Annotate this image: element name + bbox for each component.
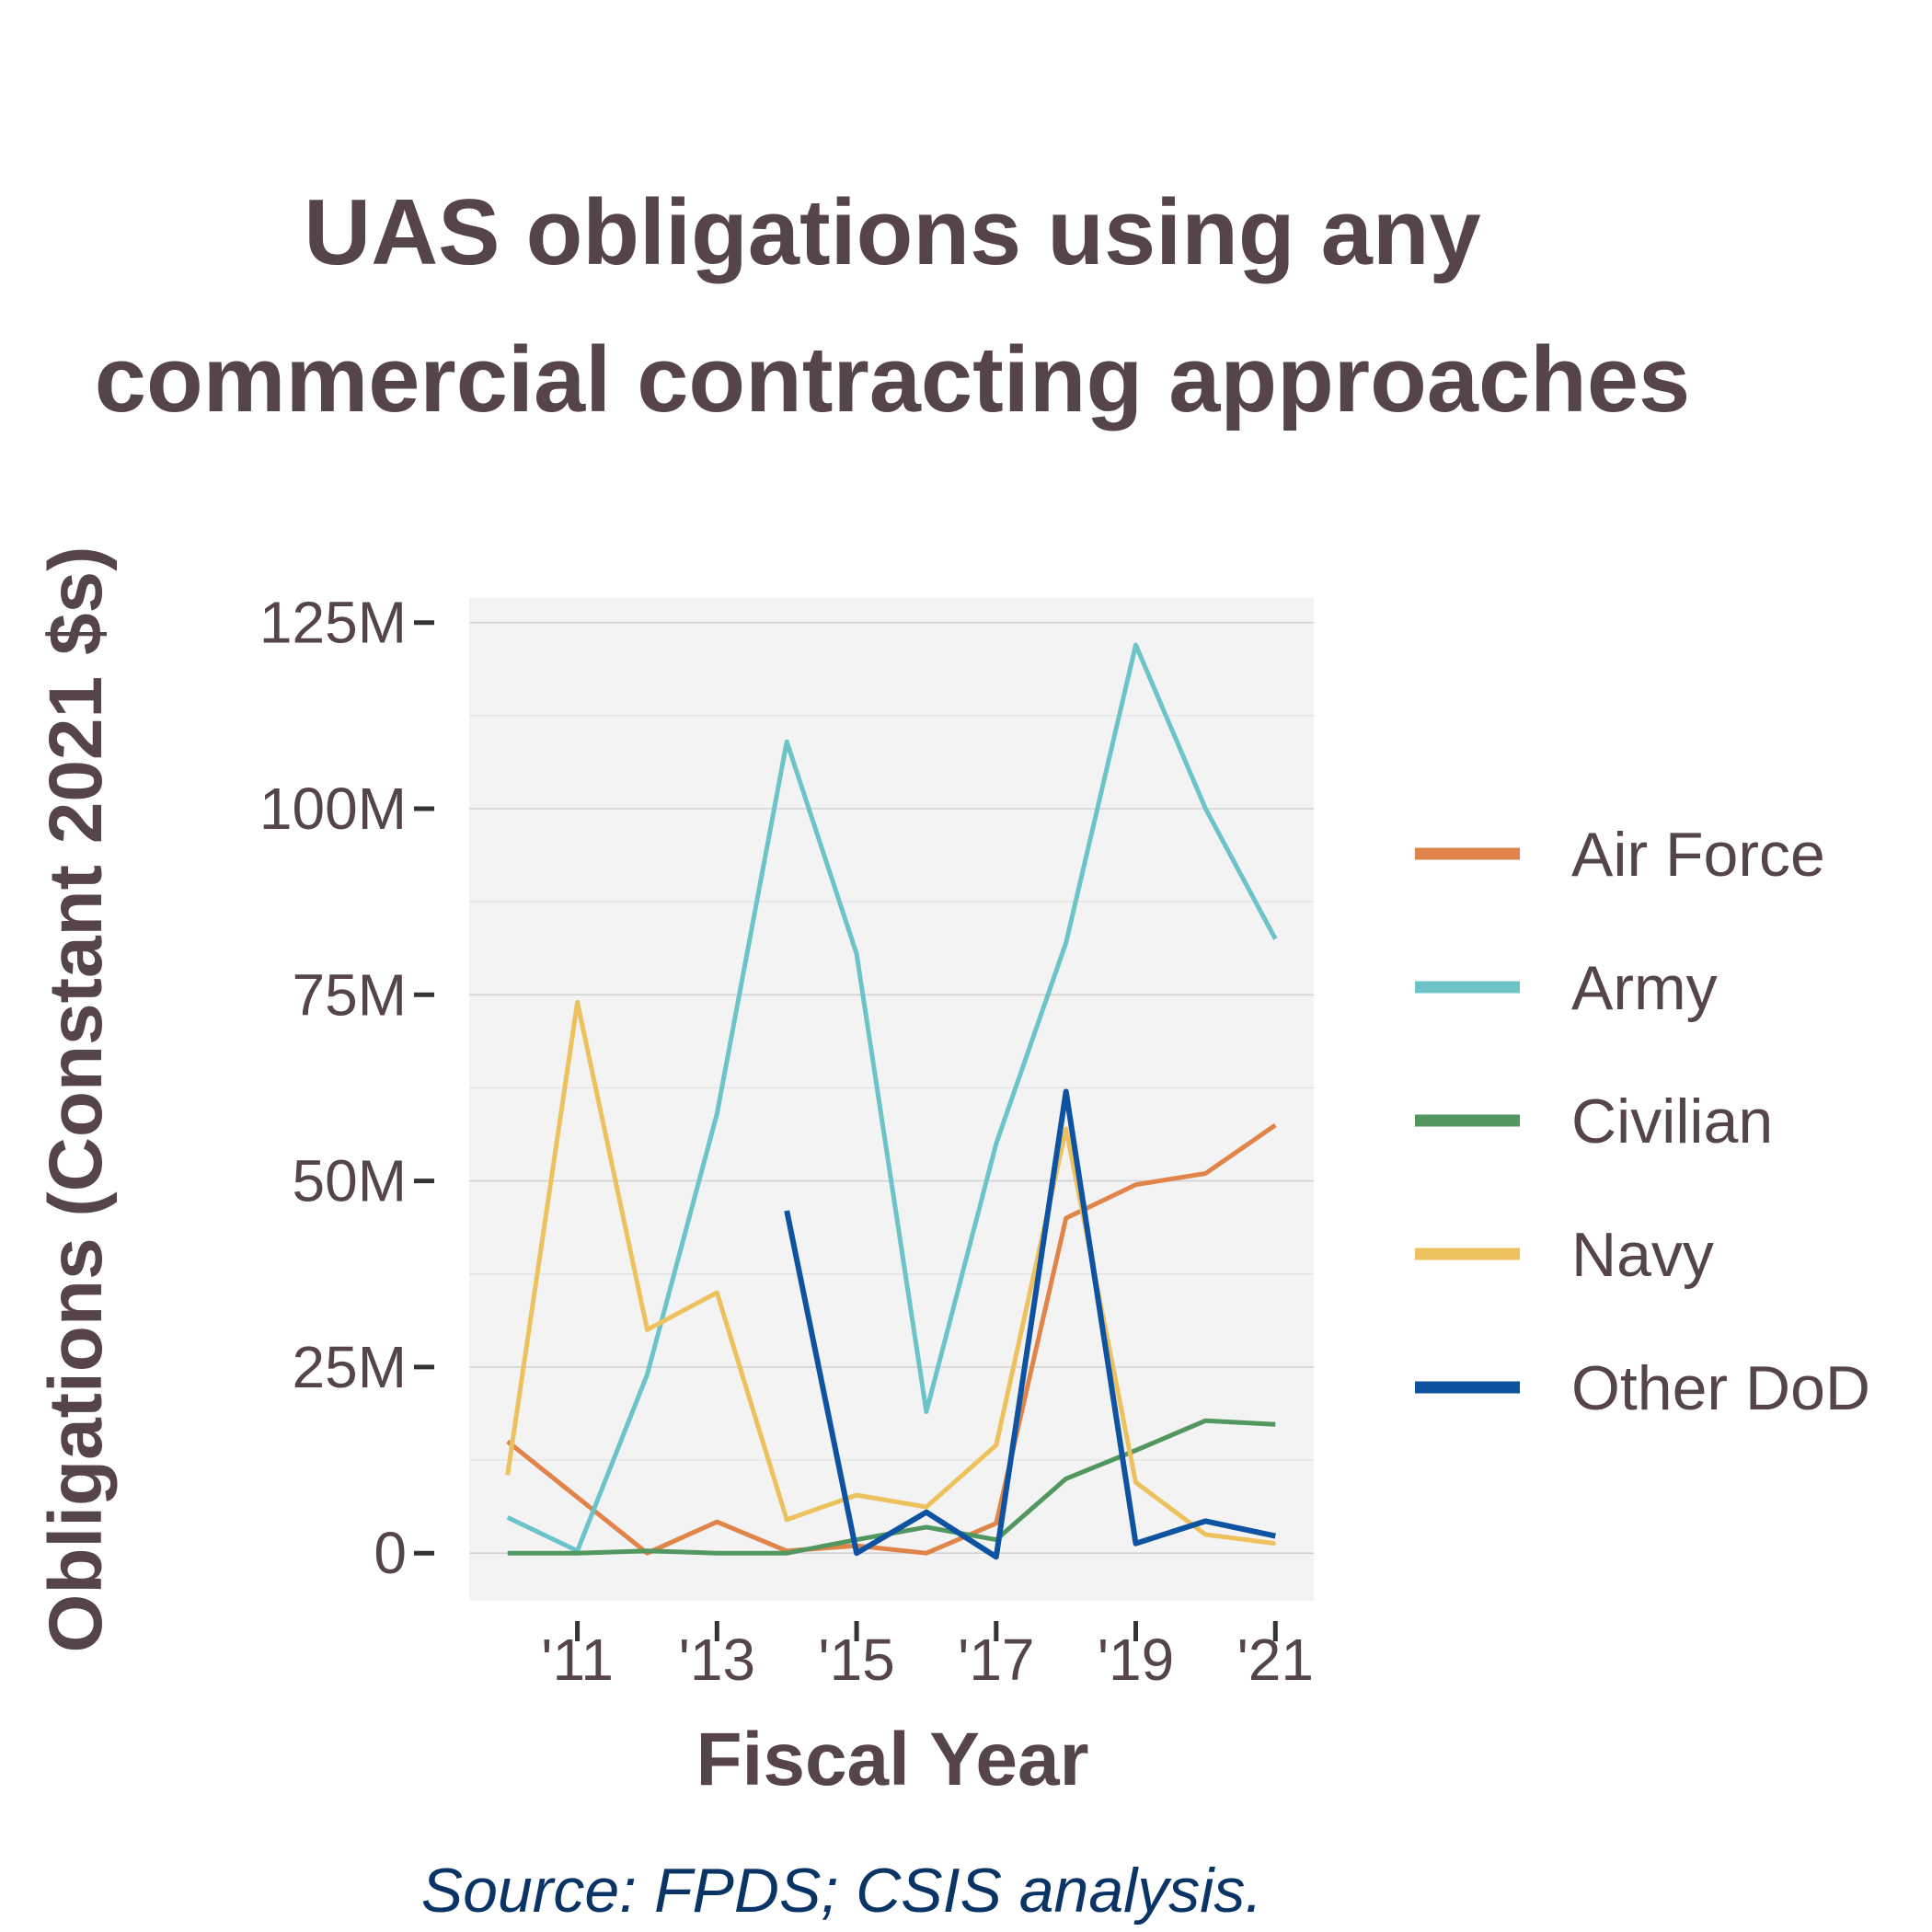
series-line-air-force bbox=[506, 1122, 1277, 1556]
y-tick-label: 0 bbox=[374, 1520, 407, 1586]
x-axis-title: Fiscal Year bbox=[696, 1718, 1088, 1801]
y-tick-label: 75M bbox=[293, 961, 408, 1028]
chart-title-line-1: UAS obligations using any bbox=[304, 181, 1480, 284]
x-tick-label: '11 bbox=[541, 1627, 614, 1693]
y-tick-label: 50M bbox=[293, 1148, 408, 1214]
source-caption: Source: FPDS; CSIS analysis. bbox=[421, 1856, 1263, 1926]
x-tick-label: '19 bbox=[1098, 1627, 1174, 1693]
x-tick-label: '13 bbox=[679, 1627, 755, 1693]
y-tick-label: 25M bbox=[293, 1334, 408, 1400]
legend-label-other-dod: Other DoD bbox=[1571, 1353, 1870, 1423]
x-tick-label: '21 bbox=[1237, 1627, 1314, 1693]
y-tick-label: 125M bbox=[259, 590, 407, 656]
x-axis: '11 '13 '15 '17 '19 '21 bbox=[541, 1621, 1314, 1693]
chart-title-line-2: commercial contracting approaches bbox=[95, 328, 1690, 431]
series-line-army bbox=[506, 642, 1278, 1554]
series-lines bbox=[505, 642, 1278, 1560]
y-tick-label: 100M bbox=[259, 776, 407, 842]
x-tick-label: '17 bbox=[958, 1627, 1034, 1693]
grid-lines bbox=[469, 621, 1314, 1555]
y-axis-title: Obligations (Constant 2021 $s) bbox=[34, 546, 118, 1653]
legend-label-army: Army bbox=[1571, 953, 1718, 1023]
legend: Air Force Army Civilian Navy Other DoD bbox=[1415, 820, 1870, 1423]
series-line-other-dod bbox=[784, 1088, 1276, 1560]
series-line-navy bbox=[505, 999, 1276, 1547]
legend-label-navy: Navy bbox=[1571, 1220, 1714, 1290]
legend-label-civilian: Civilian bbox=[1571, 1087, 1773, 1156]
x-tick-label: '15 bbox=[818, 1627, 894, 1693]
legend-label-air-force: Air Force bbox=[1571, 820, 1825, 890]
y-axis: 0 25M 50M 75M 100M 125M bbox=[259, 590, 434, 1586]
chart-title: UAS obligations using any commercial con… bbox=[95, 181, 1690, 431]
